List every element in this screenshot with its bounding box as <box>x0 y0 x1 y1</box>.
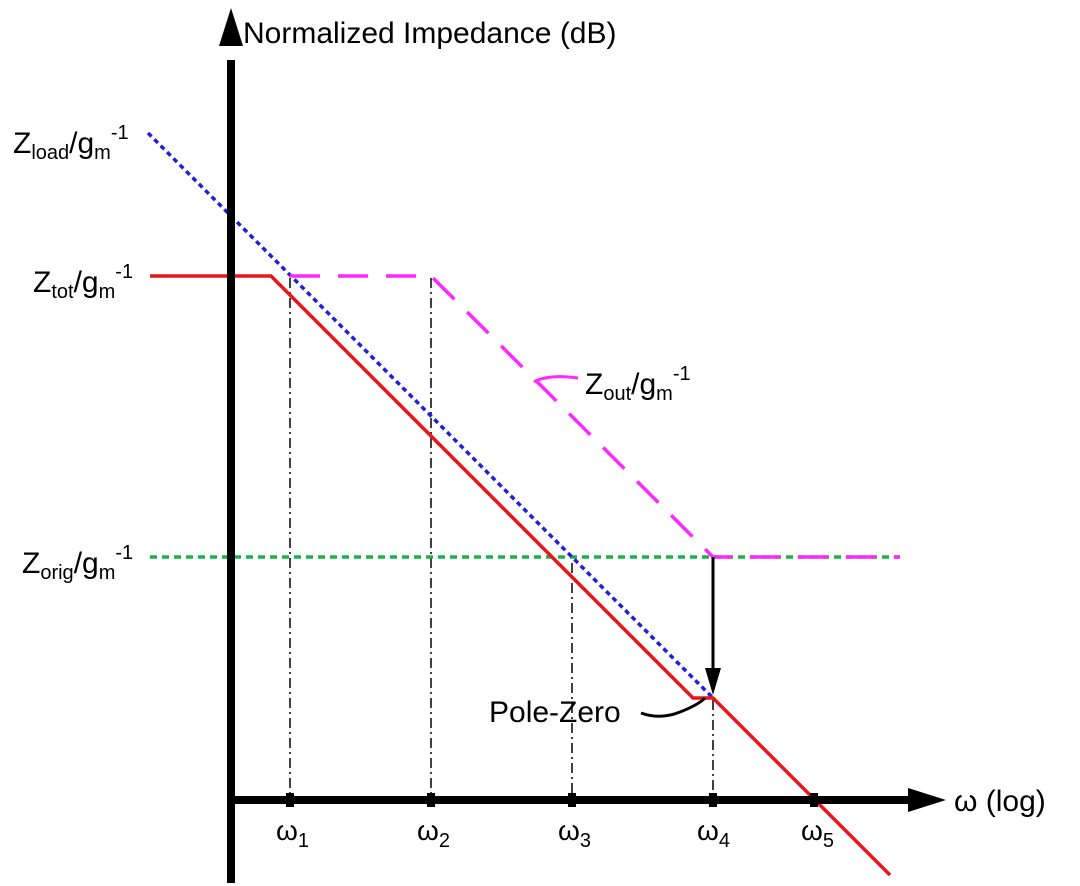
x-axis <box>228 788 946 812</box>
z-tot-label: Ztot/gm-1 <box>33 261 133 303</box>
tick-omega3 <box>568 793 576 807</box>
up-arrow-icon <box>219 8 243 46</box>
omega3-label: ω3 <box>558 815 591 852</box>
pole-zero-arrow <box>705 557 721 695</box>
z-load-label: Zload/gm-1 <box>13 122 129 164</box>
pole-zero-label: Pole-Zero <box>489 696 621 729</box>
pole-zero-leader <box>640 696 707 718</box>
tick-omega5 <box>810 793 818 807</box>
omega5-label: ω5 <box>801 815 834 852</box>
y-axis <box>219 8 243 883</box>
z-out-curve <box>290 274 900 559</box>
x-axis-label: ω (log) <box>954 785 1046 818</box>
tick-omega4 <box>709 793 717 807</box>
omega1-label: ω1 <box>276 815 309 852</box>
tick-omega1 <box>286 793 294 807</box>
z-orig-label: Zorig/gm-1 <box>22 542 133 584</box>
omega4-label: ω4 <box>697 815 730 852</box>
chart-title: Normalized Impedance (dB) <box>243 17 617 50</box>
guide-lines <box>289 278 714 800</box>
tick-omega2 <box>427 793 435 807</box>
z-out-label: Zout/gm-1 <box>585 363 691 405</box>
x-ticks <box>286 793 818 807</box>
right-arrow-icon <box>908 788 946 812</box>
down-arrow-icon <box>705 668 721 695</box>
z-load-line <box>146 131 715 700</box>
omega2-label: ω2 <box>417 815 450 852</box>
z-out-leader <box>533 375 579 384</box>
